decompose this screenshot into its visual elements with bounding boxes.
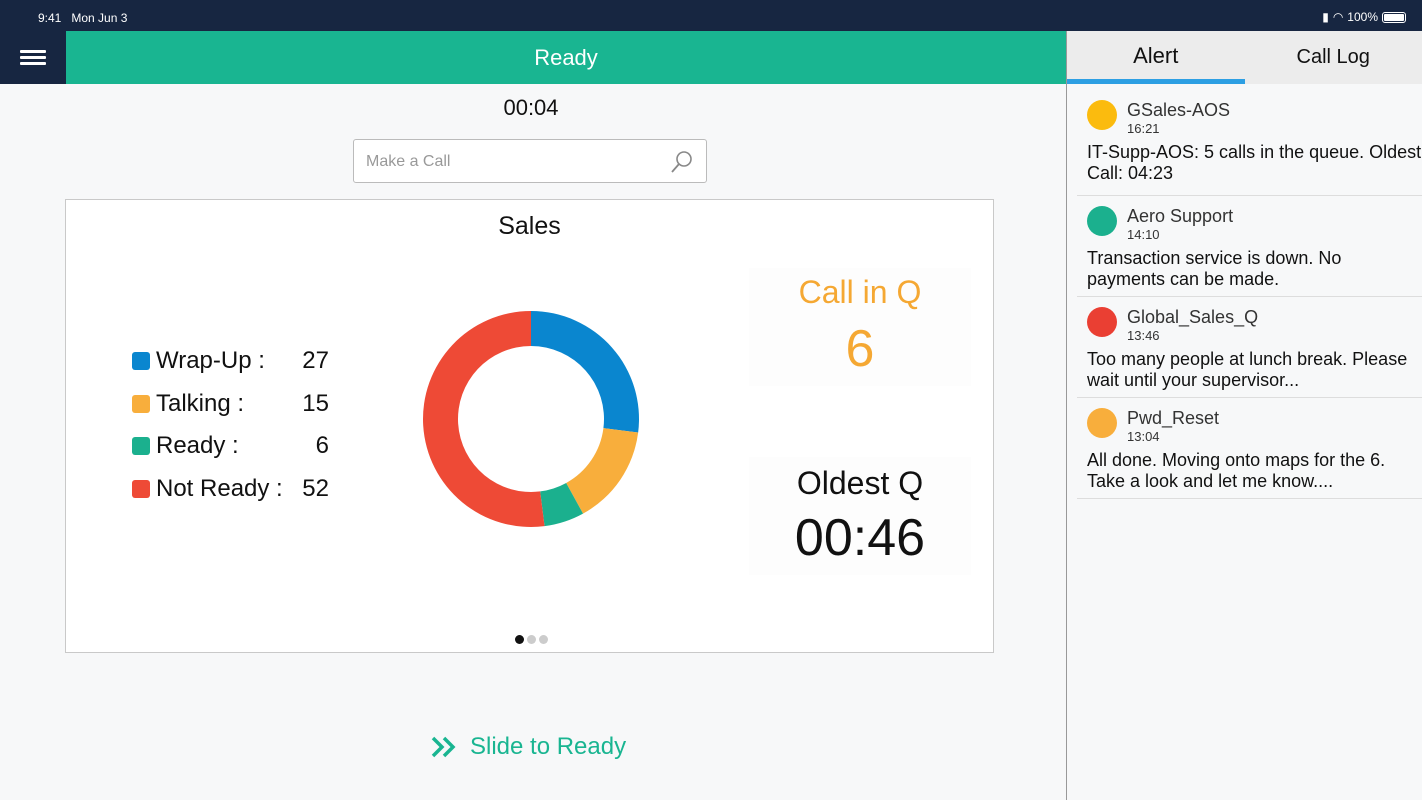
legend-label: Not Ready : <box>156 474 283 502</box>
alert-queue-name: Aero Support <box>1127 206 1234 226</box>
status-time: 9:41 Mon Jun 3 <box>38 11 128 25</box>
oldest-q-panel: Oldest Q 00:46 <box>749 457 971 575</box>
legend-swatch <box>132 352 150 371</box>
legend-label: Ready : <box>156 432 239 460</box>
alert-message: Transaction service is down. No payments… <box>1087 248 1342 289</box>
legend-label: Wrap-Up : <box>156 347 265 375</box>
battery-icon <box>1382 11 1406 23</box>
battery-text: 100% <box>1347 10 1378 24</box>
double-chevron-right-icon <box>431 736 456 758</box>
alert-message: Too many people at lunch break. Please w… <box>1087 349 1408 390</box>
make-call-input[interactable]: Make a Call <box>353 139 707 183</box>
call-in-q-label: Call in Q <box>798 274 922 310</box>
legend-swatch <box>132 394 150 413</box>
alert-item[interactable]: GSales-AOS 16:21 IT-Supp-AOS: 5 calls in t… <box>1077 84 1422 196</box>
queue-color-dot <box>1087 206 1117 236</box>
legend-item: Not Ready : 52 <box>132 468 329 511</box>
page-dot[interactable] <box>515 635 524 644</box>
alert-message: All done. Moving onto maps for the 6. Ta… <box>1087 450 1386 491</box>
alert-item[interactable]: Aero Support 14:10 Transaction service is … <box>1077 196 1422 297</box>
legend-item: Wrap-Up : 27 <box>132 340 329 383</box>
page-indicator[interactable] <box>515 635 548 644</box>
legend-value: 6 <box>315 432 329 460</box>
call-in-q-value: 6 <box>845 320 875 378</box>
legend-swatch <box>132 437 150 456</box>
queue-color-dot <box>1087 307 1117 337</box>
tab-call-log[interactable]: Call Log <box>1244 31 1422 84</box>
chart-legend: Wrap-Up : 27 Talking : 15 Ready : 6 Not Ready … <box>132 340 329 510</box>
signal-icon: ▮ <box>1322 10 1329 24</box>
legend-value: 15 <box>302 389 329 417</box>
status-header: Ready <box>66 31 1066 84</box>
page-dot[interactable] <box>527 635 536 644</box>
legend-value: 52 <box>302 474 329 502</box>
search-icon[interactable] <box>670 150 694 174</box>
wifi-icon: ◠ <box>1332 10 1344 24</box>
donut-slice <box>531 311 639 433</box>
sales-card: Sales Wrap-Up : 27 Talking : 15 Ready : 6 Not … <box>65 199 994 653</box>
alert-message: IT-Supp-AOS: 5 calls in the queue. Oldes… <box>1087 142 1422 183</box>
legend-label: Talking : <box>156 389 245 417</box>
donut-slice <box>566 428 639 514</box>
alert-time: 13:04 <box>1127 429 1160 444</box>
donut-slice <box>423 311 545 527</box>
donut-chart <box>423 311 639 527</box>
state-timer: 00:04 <box>503 95 559 120</box>
alert-queue-name: Pwd_Reset <box>1127 408 1220 428</box>
oldest-q-value: 00:46 <box>794 509 926 567</box>
alert-item[interactable]: Pwd_Reset 13:04 All done. Moving onto maps… <box>1077 398 1422 499</box>
slide-to-ready[interactable]: Slide to Ready <box>430 733 626 761</box>
slide-label: Slide to Ready <box>470 733 627 760</box>
status-bar: 9:41 Mon Jun 3 ▮ ◠ 100% <box>0 0 1422 31</box>
alert-time: 16:21 <box>1127 121 1160 136</box>
legend-value: 27 <box>302 347 329 375</box>
legend-swatch <box>132 479 150 498</box>
queue-color-dot <box>1087 408 1117 438</box>
menu-button[interactable] <box>0 31 66 84</box>
alert-time: 13:46 <box>1127 328 1160 343</box>
call-in-q-panel: Call in Q 6 <box>749 268 971 386</box>
legend-item: Talking : 15 <box>132 383 329 426</box>
tab-alert[interactable]: Alert <box>1067 31 1245 84</box>
hamburger-icon <box>20 47 46 68</box>
queue-color-dot <box>1087 100 1117 130</box>
card-title: Sales <box>498 212 561 240</box>
alert-time: 14:10 <box>1127 227 1160 242</box>
alert-item[interactable]: Global_Sales_Q 13:46 Too many people at lu… <box>1077 297 1422 398</box>
alert-sidebar: Alert Call Log GSales-AOS 16:21 IT-Supp-AO… <box>1066 31 1422 800</box>
donut-slice <box>540 482 584 527</box>
alert-queue-name: Global_Sales_Q <box>1127 307 1259 327</box>
legend-item: Ready : 6 <box>132 425 329 468</box>
page-dot[interactable] <box>539 635 548 644</box>
oldest-q-label: Oldest Q <box>796 465 924 501</box>
alert-queue-name: GSales-AOS <box>1127 100 1231 120</box>
